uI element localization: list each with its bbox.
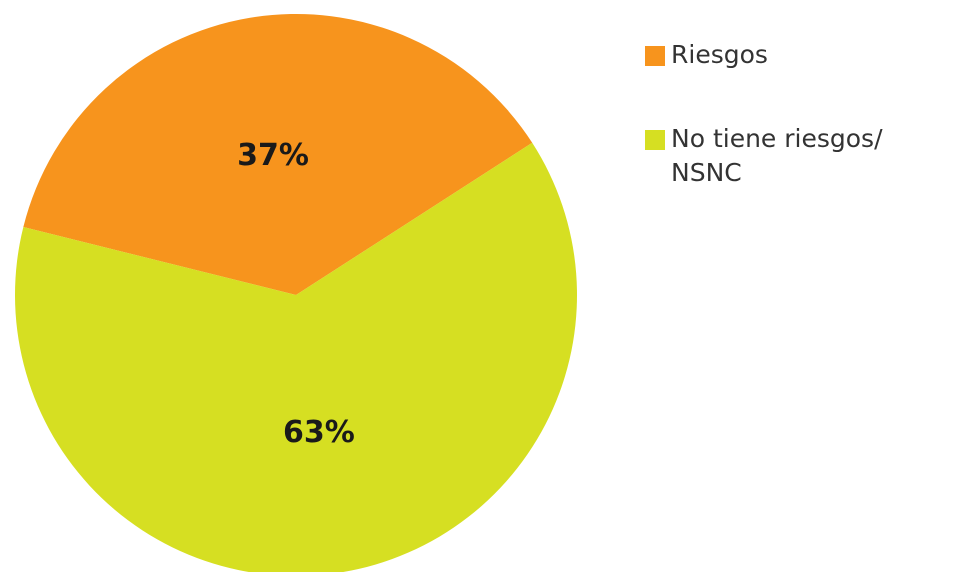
legend-label: Riesgos — [671, 40, 768, 69]
legend-swatch — [645, 46, 665, 66]
value-label: 37% — [237, 138, 309, 173]
legend-label: No tiene riesgos/ NSNC — [671, 124, 883, 187]
legend-swatch — [645, 130, 665, 150]
legend-item: No tiene riesgos/ NSNC — [645, 122, 955, 190]
legend-item: Riesgos — [645, 38, 955, 72]
legend: Riesgos No tiene riesgos/ NSNC — [645, 38, 955, 240]
pie-slice — [23, 14, 533, 296]
pie-slice — [15, 142, 577, 572]
value-label: 63% — [283, 415, 355, 450]
